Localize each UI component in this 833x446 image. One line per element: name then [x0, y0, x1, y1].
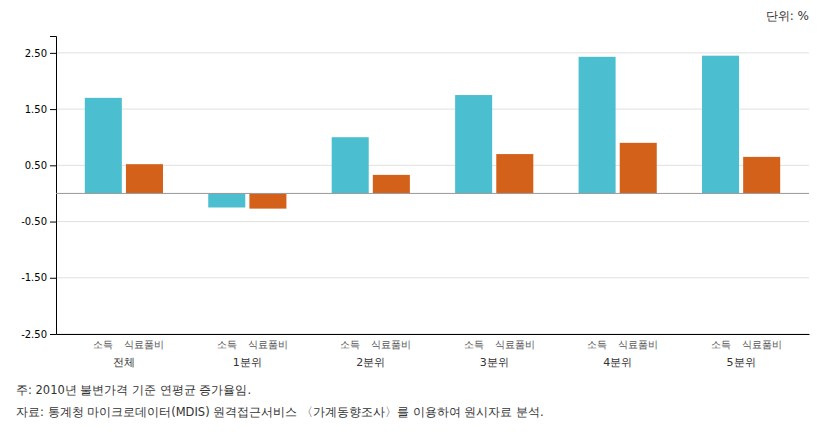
y-tick-label: 2.50	[25, 48, 47, 59]
grid-line	[56, 221, 809, 222]
x-tick-label: 전체	[113, 356, 135, 369]
y-tick: 2.50	[25, 48, 56, 59]
y-tick-label: -1.50	[21, 272, 47, 283]
bar-sublabel: 식료품비	[371, 339, 411, 350]
bar-sublabel: 소득	[340, 339, 360, 350]
y-tick: 0.50	[25, 160, 56, 171]
x-tick: 4분위	[603, 356, 632, 369]
y-tick-label: -0.50	[21, 216, 47, 227]
bar	[743, 157, 780, 194]
bar	[373, 175, 410, 194]
x-axis: 전체 1분위 2분위 3분위 4분위 5분위	[57, 335, 810, 369]
bar-sublabel: 소득	[464, 339, 484, 350]
bar-series	[126, 143, 780, 209]
chart: -2.50 -1.50 -0.50 0.50 1.50 2.50 전체 1분위 2분위 3분위 4분…	[0, 0, 833, 446]
x-tick-label: 2분위	[356, 356, 385, 369]
plot: -2.50 -1.50 -0.50 0.50 1.50 2.50 전체 1분위 2분위 3분위 4분…	[21, 37, 809, 369]
x-tick: 2분위	[356, 356, 385, 369]
bar-sublabel: 식료품비	[495, 339, 535, 350]
bar-sublabel: 소득	[217, 339, 237, 350]
y-tick-mark	[50, 53, 56, 54]
y-tick-mark	[50, 165, 56, 166]
note: 주: 2010년 불변가격 기준 연평균 증가율임.	[16, 383, 251, 397]
bar-sublabel: 소득	[93, 339, 113, 350]
bar-sublabel: 소득	[711, 339, 731, 350]
y-tick: -0.50	[21, 216, 56, 227]
grid-line	[56, 165, 809, 166]
x-tick: 3분위	[480, 356, 509, 369]
x-tick: 전체	[113, 356, 135, 369]
y-tick: -2.50	[21, 329, 56, 340]
y-tick: 1.50	[25, 104, 56, 115]
x-tick-label: 3분위	[480, 356, 509, 369]
bar	[455, 95, 492, 193]
bar-sublabel: 식료품비	[124, 339, 164, 350]
grid-line	[56, 334, 809, 335]
y-tick-label: 0.50	[25, 160, 47, 171]
bar	[579, 57, 616, 194]
grid-line	[56, 52, 809, 53]
grid	[56, 53, 809, 334]
y-axis: -2.50 -1.50 -0.50 0.50 1.50 2.50	[21, 37, 56, 340]
bar	[332, 137, 369, 193]
bar	[85, 98, 122, 194]
bar	[496, 154, 533, 193]
x-tick-label: 1분위	[233, 356, 262, 369]
bar-series	[85, 56, 739, 208]
y-tick: -1.50	[21, 272, 56, 283]
x-axis-line	[57, 334, 810, 335]
bar	[249, 193, 286, 208]
note: 자료: 통계청 마이크로데이터(MDIS) 원격접근서비스 〈가계동향조사〉를 …	[16, 405, 544, 419]
x-tick: 5분위	[727, 356, 756, 369]
x-tick-label: 5분위	[727, 356, 756, 369]
grid-line	[56, 277, 809, 278]
bar-sublabel: 식료품비	[618, 339, 658, 350]
x-tick-label: 4분위	[603, 356, 632, 369]
y-tick-mark	[50, 109, 56, 110]
y-tick-mark	[50, 334, 56, 335]
bar	[702, 56, 739, 194]
bar-sublabels: 소득 식료품비 소득 식료품비 소득 식료품비 소득 식료품비 소득 식료품비 소득 식료품비	[93, 339, 781, 350]
bar	[126, 164, 163, 193]
y-tick-mark	[50, 222, 56, 223]
y-tick-label: 1.50	[25, 104, 47, 115]
bar	[620, 143, 657, 194]
bars	[85, 56, 780, 209]
y-tick-mark	[50, 278, 56, 279]
bar-sublabel: 식료품비	[248, 339, 288, 350]
bar-sublabel: 식료품비	[742, 339, 782, 350]
bar	[208, 193, 245, 207]
grid-line	[56, 109, 809, 110]
bar-sublabel: 소득	[587, 339, 607, 350]
x-tick: 1분위	[233, 356, 262, 369]
y-tick-label: -2.50	[21, 329, 47, 340]
y-axis-line	[50, 37, 57, 335]
unit-label: 단위: %	[766, 9, 809, 23]
zero-line	[56, 193, 809, 194]
